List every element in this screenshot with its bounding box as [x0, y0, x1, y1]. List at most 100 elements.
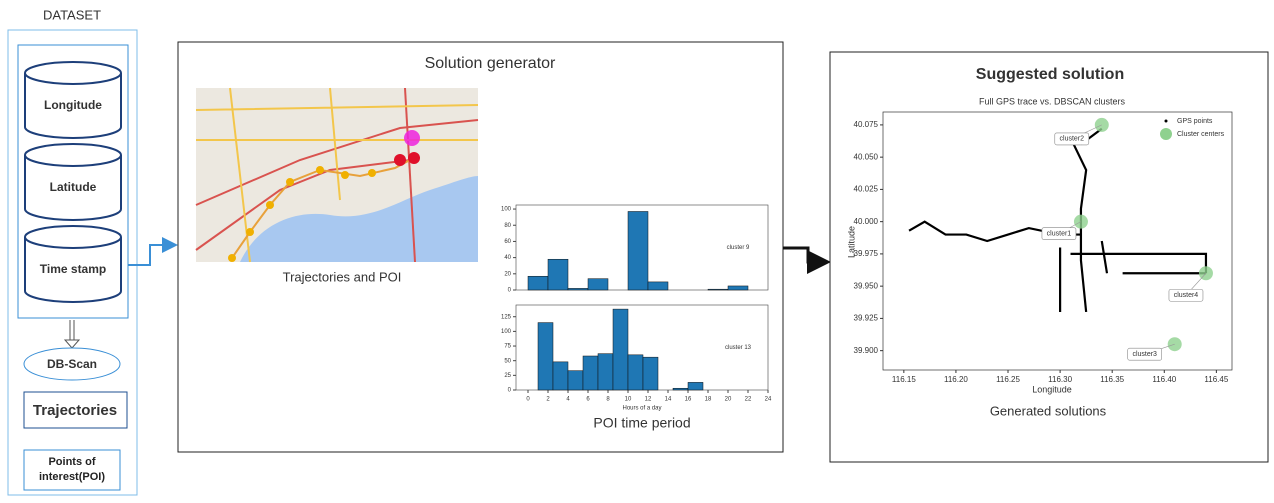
y-tick-label: 60 [504, 239, 511, 245]
y-tick-label: 80 [504, 223, 511, 229]
bar [628, 211, 648, 290]
cylinder-top [25, 144, 121, 166]
poi-dot [228, 254, 236, 262]
legend-label: GPS points [1177, 118, 1213, 125]
poi-wrap: Points of interest(POI) [24, 450, 120, 490]
y-tick-label: 25 [504, 373, 511, 379]
x-tick-label: 20 [725, 397, 732, 403]
x-tick-label: 116.35 [1100, 375, 1124, 384]
cluster-label: cluster3 [1132, 351, 1157, 358]
x-tick-label: 116.20 [944, 375, 968, 384]
bar [553, 362, 568, 390]
y-tick-label: 39.975 [854, 249, 879, 258]
x-tick-label: 116.25 [996, 375, 1020, 384]
dbscan-label: DB-Scan [47, 357, 97, 371]
y-tick-label: 39.900 [854, 346, 879, 355]
hist-caption: POI time period [593, 415, 690, 431]
bar [583, 356, 598, 390]
page: { "dataset": { "title": "DATASET", "item… [0, 0, 1274, 498]
poi-dot [341, 171, 349, 179]
cluster-label: cluster2 [1060, 136, 1085, 143]
bar [688, 382, 703, 390]
plot-frame [883, 112, 1232, 370]
y-tick-label: 75 [504, 344, 511, 350]
poi-blob [394, 154, 406, 166]
arrow-head [65, 340, 79, 348]
map [196, 88, 478, 262]
y-tick-label: 50 [504, 358, 511, 364]
solution-title: Suggested solution [976, 66, 1124, 83]
cylinder-label: Longitude [44, 98, 102, 112]
poi-dot [286, 178, 294, 186]
bar [568, 288, 588, 290]
cluster-label: cluster 13 [725, 345, 752, 351]
y-tick-label: 40.025 [854, 185, 879, 194]
x-tick-label: 22 [745, 397, 752, 403]
cylinder-top [25, 226, 121, 248]
x-axis-label: Hours of a day [622, 406, 661, 412]
poi-dot [316, 166, 324, 174]
x-tick-label: 14 [665, 397, 672, 403]
y-tick-label: 40.050 [854, 152, 879, 161]
y-tick-label: 39.950 [854, 281, 879, 290]
bar [528, 276, 548, 290]
y-tick-label: 20 [504, 271, 511, 277]
x-tick-label: 12 [645, 397, 652, 403]
bar [613, 309, 628, 390]
y-tick-label: 39.925 [854, 314, 879, 323]
scatter: 116.15 116.20 116.25 116.30 116.35 116.40 116.… [854, 112, 1232, 384]
bar [643, 357, 658, 390]
y-tick-label: 100 [501, 329, 512, 335]
legend-label: Cluster centers [1177, 131, 1225, 138]
bar [628, 355, 643, 390]
bar [598, 354, 613, 390]
y-tick-label: 40.075 [854, 120, 879, 129]
dataset-title: DATASET [43, 7, 101, 22]
legend-swatch [1160, 128, 1172, 140]
x-tick-label: 116.30 [1048, 375, 1072, 384]
poi-blob [404, 130, 420, 146]
diagram: DATASET Longitude Latitude Time stamp DB-S… [0, 0, 1274, 498]
y-tick-label: 125 [501, 314, 512, 320]
cluster-label: cluster 9 [727, 245, 750, 251]
bar [538, 323, 553, 390]
x-tick-label: 116.15 [892, 375, 916, 384]
x-tick-label: 16 [685, 397, 692, 403]
x-tick-label: 24 [765, 397, 772, 403]
bar [648, 282, 668, 290]
bar [728, 286, 748, 290]
y-tick-label: 100 [501, 207, 512, 213]
generator-title: Solution generator [425, 55, 556, 72]
x-tick-label: 116.45 [1204, 375, 1228, 384]
cylinder-label: Latitude [50, 180, 97, 194]
bar [588, 279, 608, 290]
trajectories-label: Trajectories [33, 402, 117, 419]
cylinder-top [25, 62, 121, 84]
map-caption: Trajectories and POI [283, 269, 402, 284]
x-axis-label: Longitude [1032, 384, 1072, 394]
bar [568, 371, 583, 390]
x-tick-label: 10 [625, 397, 632, 403]
poi-dot [368, 169, 376, 177]
arrow [128, 245, 176, 265]
y-tick-label: 40 [504, 255, 511, 261]
poi-dot [266, 201, 274, 209]
bar [708, 289, 728, 290]
chart-title: Full GPS trace vs. DBSCAN clusters [979, 96, 1126, 106]
bar [673, 388, 688, 390]
cluster-label: cluster1 [1047, 230, 1072, 237]
x-tick-label: 116.40 [1152, 375, 1176, 384]
cylinder-label: Time stamp [40, 262, 106, 276]
arrow [783, 248, 828, 262]
histograms: 020406080100cluster 90255075100125024681… [501, 205, 772, 412]
solution-caption: Generated solutions [990, 403, 1107, 418]
cylinders: Longitude Latitude Time stamp [25, 62, 121, 302]
y-axis-label: Latitude [846, 226, 856, 258]
legend-swatch [1165, 120, 1168, 123]
poi-label: Points of interest(POI) [24, 450, 120, 490]
bar [548, 259, 568, 290]
y-tick-label: 40.000 [854, 217, 879, 226]
cluster-label: cluster4 [1174, 292, 1199, 299]
x-tick-label: 18 [705, 397, 712, 403]
poi-dot [246, 228, 254, 236]
